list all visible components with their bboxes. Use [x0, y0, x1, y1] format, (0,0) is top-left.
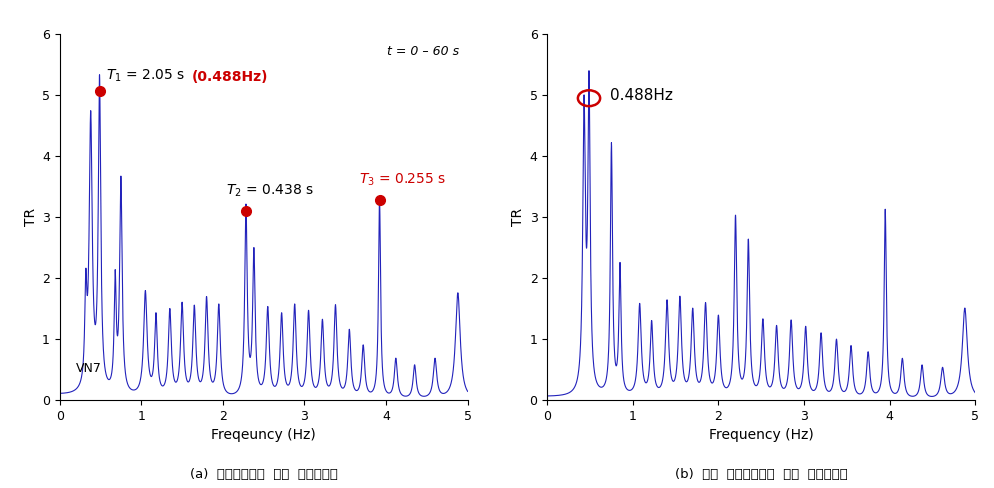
Text: (0.488Hz): (0.488Hz) [192, 70, 268, 83]
Text: VN7: VN7 [76, 362, 101, 375]
Text: 0.488Hz: 0.488Hz [609, 88, 673, 102]
Text: $T_1$ = 2.05 s: $T_1$ = 2.05 s [106, 67, 186, 83]
X-axis label: Freqeuncy (Hz): Freqeuncy (Hz) [211, 428, 316, 443]
Text: t = 0 – 60 s: t = 0 – 60 s [387, 45, 459, 58]
Text: $T_2$ = 0.438 s: $T_2$ = 0.438 s [226, 183, 313, 199]
X-axis label: Frequency (Hz): Frequency (Hz) [708, 428, 813, 443]
Y-axis label: TR: TR [511, 208, 525, 226]
Text: (a)  참고문헌에서  구한  고유진동수: (a) 참고문헌에서 구한 고유진동수 [190, 468, 337, 482]
Text: $T_3$ = 0.255 s: $T_3$ = 0.255 s [359, 171, 446, 188]
Text: (b)  개발  프로그램으로  구한  고유진동수: (b) 개발 프로그램으로 구한 고유진동수 [674, 468, 847, 482]
Y-axis label: TR: TR [24, 208, 38, 226]
